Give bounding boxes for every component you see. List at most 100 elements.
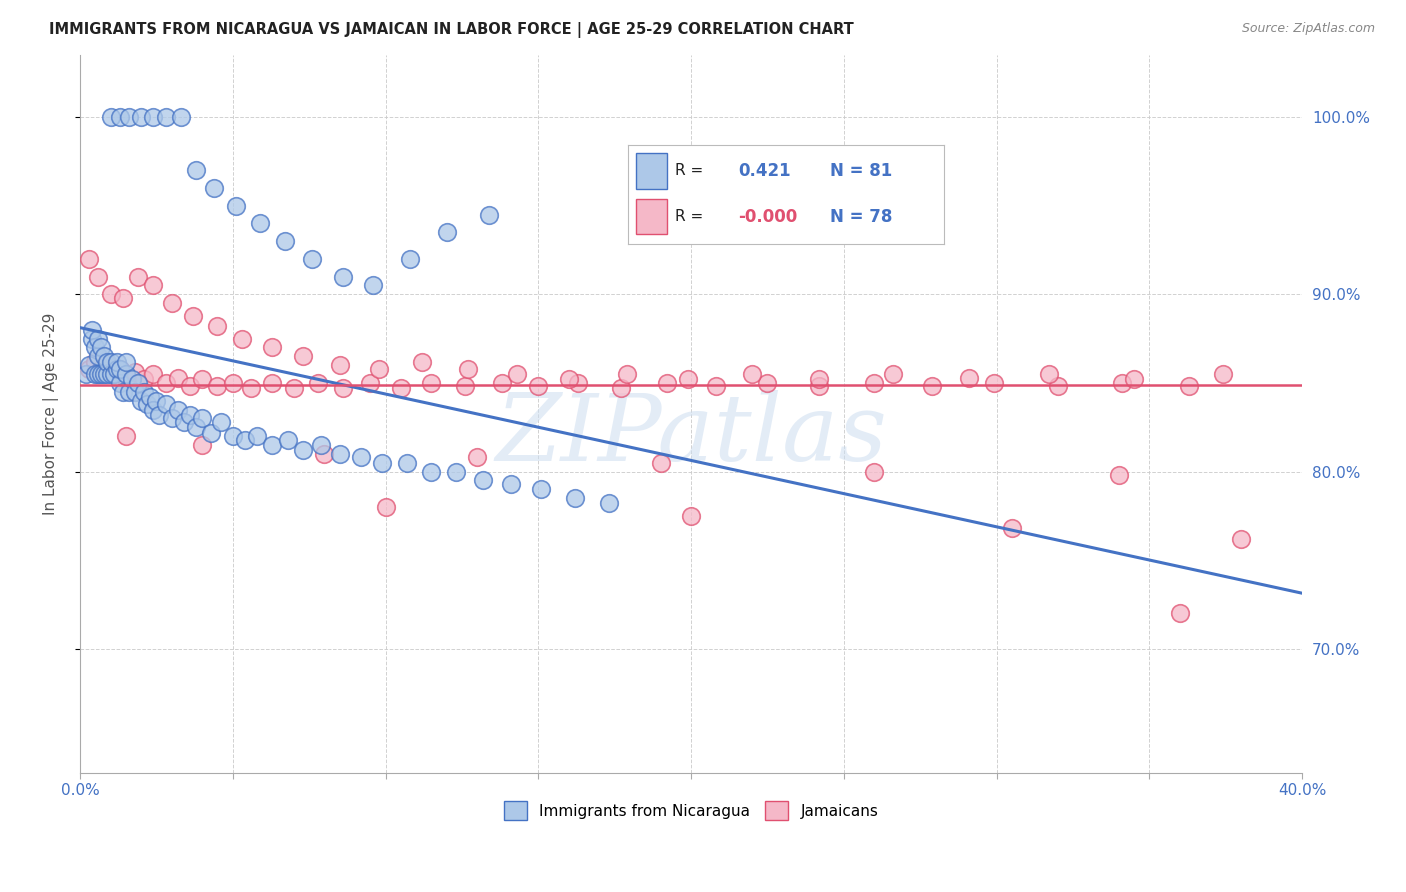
Point [598, 496, 620, 510]
Point [207, 379, 229, 393]
Point [160, 296, 183, 310]
Point [436, 225, 458, 239]
Point [121, 372, 143, 386]
Point [124, 365, 146, 379]
Point [118, 110, 141, 124]
Point [292, 443, 315, 458]
Point [1001, 521, 1024, 535]
Point [77, 361, 100, 376]
Point [491, 376, 513, 390]
Point [273, 234, 295, 248]
Point [240, 381, 263, 395]
Point [359, 376, 381, 390]
Point [202, 181, 225, 195]
Point [100, 110, 122, 124]
Point [90, 361, 112, 376]
Point [1212, 367, 1234, 381]
Point [506, 367, 529, 381]
Point [329, 358, 352, 372]
Point [93, 367, 115, 381]
Point [75, 367, 97, 381]
Point [249, 217, 271, 231]
Point [142, 278, 165, 293]
Point [181, 309, 204, 323]
Point [277, 433, 299, 447]
Point [681, 508, 703, 523]
Point [136, 397, 159, 411]
Point [332, 381, 354, 395]
Point [166, 402, 188, 417]
Point [307, 376, 329, 390]
Point [87, 269, 110, 284]
Point [108, 361, 131, 376]
Point [655, 376, 678, 390]
Point [145, 393, 167, 408]
Point [166, 370, 188, 384]
Point [84, 341, 107, 355]
Text: R =: R = [675, 209, 703, 224]
Point [129, 393, 152, 408]
Point [420, 465, 443, 479]
Text: -0.000: -0.000 [738, 208, 797, 226]
Point [142, 402, 165, 417]
Text: N = 81: N = 81 [830, 161, 893, 179]
Point [616, 367, 638, 381]
Point [96, 358, 118, 372]
Point [127, 376, 149, 390]
Point [957, 370, 980, 384]
Point [610, 381, 633, 395]
Text: IMMIGRANTS FROM NICARAGUA VS JAMAICAN IN LABOR FORCE | AGE 25-29 CORRELATION CHA: IMMIGRANTS FROM NICARAGUA VS JAMAICAN IN… [49, 22, 853, 38]
Point [420, 376, 443, 390]
Point [1038, 367, 1060, 381]
Point [361, 278, 384, 293]
Point [301, 252, 323, 266]
Point [108, 110, 131, 124]
Point [262, 376, 284, 390]
Point [191, 372, 214, 386]
Point [82, 332, 104, 346]
Point [90, 341, 112, 355]
Point [114, 372, 136, 386]
Point [118, 384, 141, 399]
Point [114, 429, 136, 443]
Point [191, 411, 214, 425]
Point [105, 354, 128, 368]
Point [808, 379, 831, 393]
Point [191, 438, 214, 452]
Text: N = 78: N = 78 [830, 208, 893, 226]
Point [209, 415, 232, 429]
Point [155, 376, 177, 390]
Point [863, 376, 886, 390]
Point [84, 354, 107, 368]
Text: Source: ZipAtlas.com: Source: ZipAtlas.com [1241, 22, 1375, 36]
Point [374, 500, 396, 514]
Point [87, 367, 110, 381]
Point [160, 411, 183, 425]
Bar [636, 153, 668, 188]
Point [100, 354, 122, 368]
Point [207, 319, 229, 334]
Point [184, 420, 207, 434]
Point [87, 349, 110, 363]
Point [457, 361, 479, 376]
Point [478, 208, 501, 222]
Point [368, 361, 391, 376]
Point [111, 384, 134, 399]
Point [155, 110, 177, 124]
Point [108, 361, 131, 376]
Point [311, 438, 333, 452]
Point [100, 287, 122, 301]
Text: ZIPatlas: ZIPatlas [495, 391, 887, 481]
Point [399, 252, 422, 266]
Text: 0.421: 0.421 [738, 161, 792, 179]
Point [530, 482, 553, 496]
Point [314, 447, 336, 461]
Point [134, 384, 156, 399]
Point [262, 438, 284, 452]
Point [527, 379, 550, 393]
Point [389, 381, 412, 395]
Point [100, 367, 122, 381]
Point [558, 372, 581, 386]
Point [233, 433, 256, 447]
Point [82, 323, 104, 337]
